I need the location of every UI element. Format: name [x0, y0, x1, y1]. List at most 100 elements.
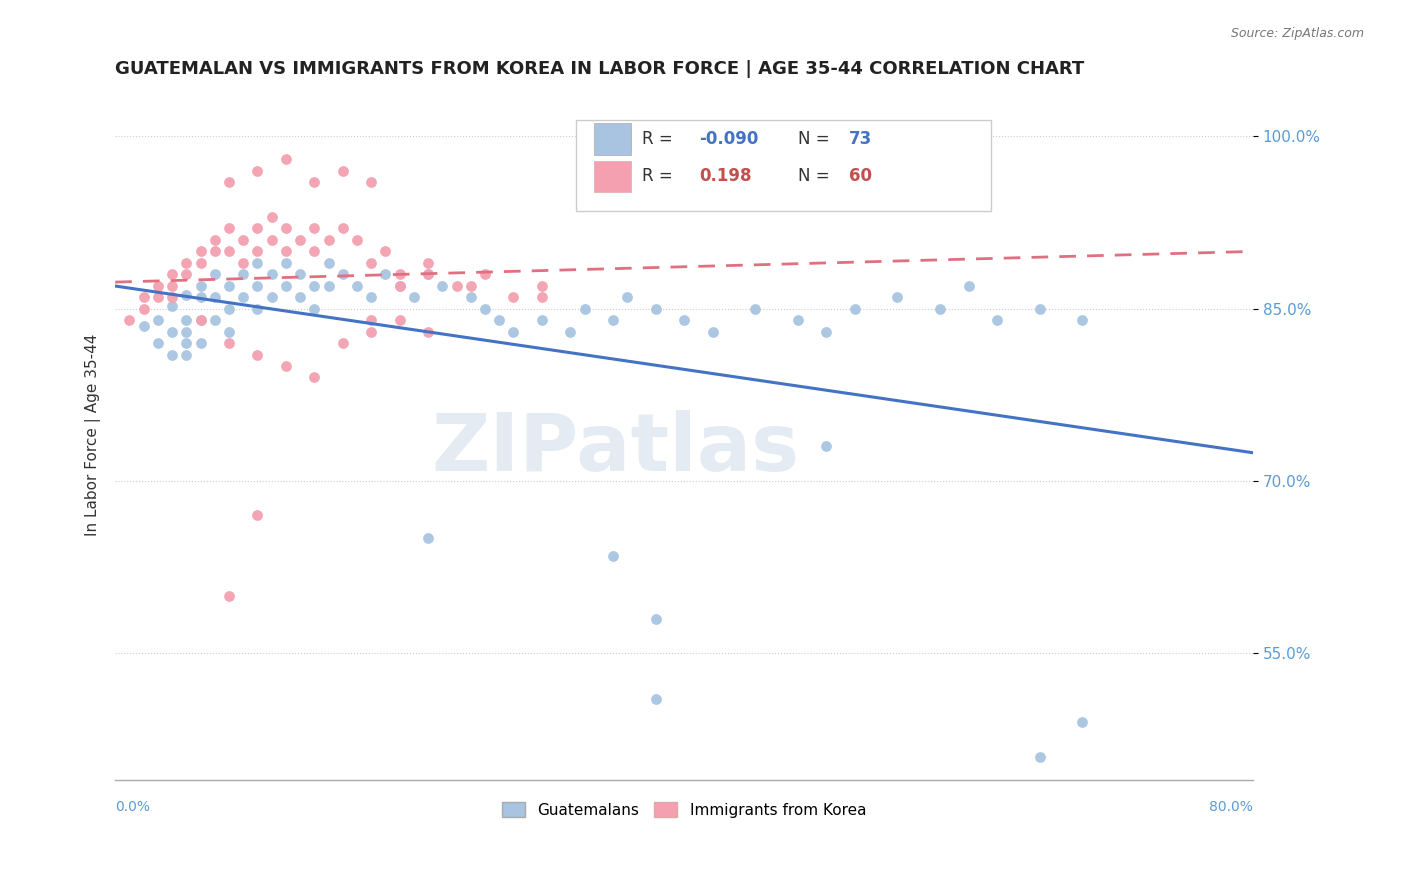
Point [388, 313, 411, 327]
Point [246, 163, 269, 178]
Point [616, 290, 638, 304]
Point [288, 267, 311, 281]
Point [530, 313, 553, 327]
Point [402, 290, 425, 304]
Point [786, 313, 808, 327]
Point [146, 313, 169, 327]
Point [190, 290, 212, 304]
Point [246, 301, 269, 316]
Point [304, 370, 326, 384]
Text: N =: N = [797, 168, 835, 186]
Point [602, 549, 624, 563]
Point [204, 267, 226, 281]
Point [304, 244, 326, 259]
Point [474, 301, 496, 316]
Point [474, 267, 496, 281]
Text: -0.090: -0.090 [699, 130, 758, 148]
Point [488, 313, 510, 327]
Point [1028, 749, 1050, 764]
Text: R =: R = [643, 168, 678, 186]
Point [416, 267, 439, 281]
Point [374, 244, 396, 259]
Point [318, 233, 340, 247]
Point [288, 233, 311, 247]
Point [218, 336, 240, 351]
Point [360, 175, 382, 189]
Point [274, 359, 297, 373]
Point [360, 325, 382, 339]
Point [146, 336, 169, 351]
Point [132, 318, 155, 333]
Point [176, 336, 198, 351]
Point [260, 210, 283, 224]
Point [844, 301, 866, 316]
Point [560, 325, 582, 339]
FancyBboxPatch shape [576, 120, 991, 211]
Point [446, 278, 468, 293]
Point [118, 313, 141, 327]
Point [332, 336, 354, 351]
Point [274, 255, 297, 269]
Point [416, 532, 439, 546]
Point [1071, 715, 1094, 730]
Point [246, 347, 269, 361]
Point [218, 221, 240, 235]
Text: R =: R = [643, 130, 678, 148]
Point [176, 287, 198, 301]
Point [246, 508, 269, 523]
Point [190, 278, 212, 293]
Point [530, 290, 553, 304]
Point [460, 278, 482, 293]
Point [360, 255, 382, 269]
Point [160, 267, 183, 281]
Point [274, 244, 297, 259]
Text: ZIPatlas: ZIPatlas [432, 409, 800, 488]
Point [360, 313, 382, 327]
Point [260, 290, 283, 304]
Point [416, 255, 439, 269]
Point [644, 692, 666, 706]
Point [304, 175, 326, 189]
Point [416, 325, 439, 339]
Point [132, 301, 155, 316]
Point [190, 313, 212, 327]
Point [502, 290, 524, 304]
Point [986, 313, 1008, 327]
Point [160, 347, 183, 361]
Y-axis label: In Labor Force | Age 35-44: In Labor Force | Age 35-44 [86, 334, 101, 536]
Point [346, 278, 368, 293]
Point [176, 325, 198, 339]
Point [218, 301, 240, 316]
Point [190, 244, 212, 259]
Point [218, 589, 240, 603]
Point [218, 244, 240, 259]
Point [574, 301, 596, 316]
Point [374, 267, 396, 281]
Point [204, 290, 226, 304]
Point [218, 325, 240, 339]
Point [530, 278, 553, 293]
Point [886, 290, 908, 304]
Point [332, 163, 354, 178]
Point [176, 255, 198, 269]
Point [929, 301, 952, 316]
Point [204, 244, 226, 259]
Point [332, 267, 354, 281]
Point [288, 290, 311, 304]
Point [957, 278, 980, 293]
Point [160, 325, 183, 339]
Legend: Guatemalans, Immigrants from Korea: Guatemalans, Immigrants from Korea [496, 796, 872, 823]
Point [246, 244, 269, 259]
Point [304, 301, 326, 316]
Text: Source: ZipAtlas.com: Source: ZipAtlas.com [1230, 27, 1364, 40]
Point [815, 439, 838, 453]
Point [190, 255, 212, 269]
Point [744, 301, 766, 316]
Point [360, 290, 382, 304]
Point [388, 278, 411, 293]
Point [260, 267, 283, 281]
Point [388, 267, 411, 281]
Point [274, 152, 297, 166]
Point [502, 325, 524, 339]
Point [388, 278, 411, 293]
